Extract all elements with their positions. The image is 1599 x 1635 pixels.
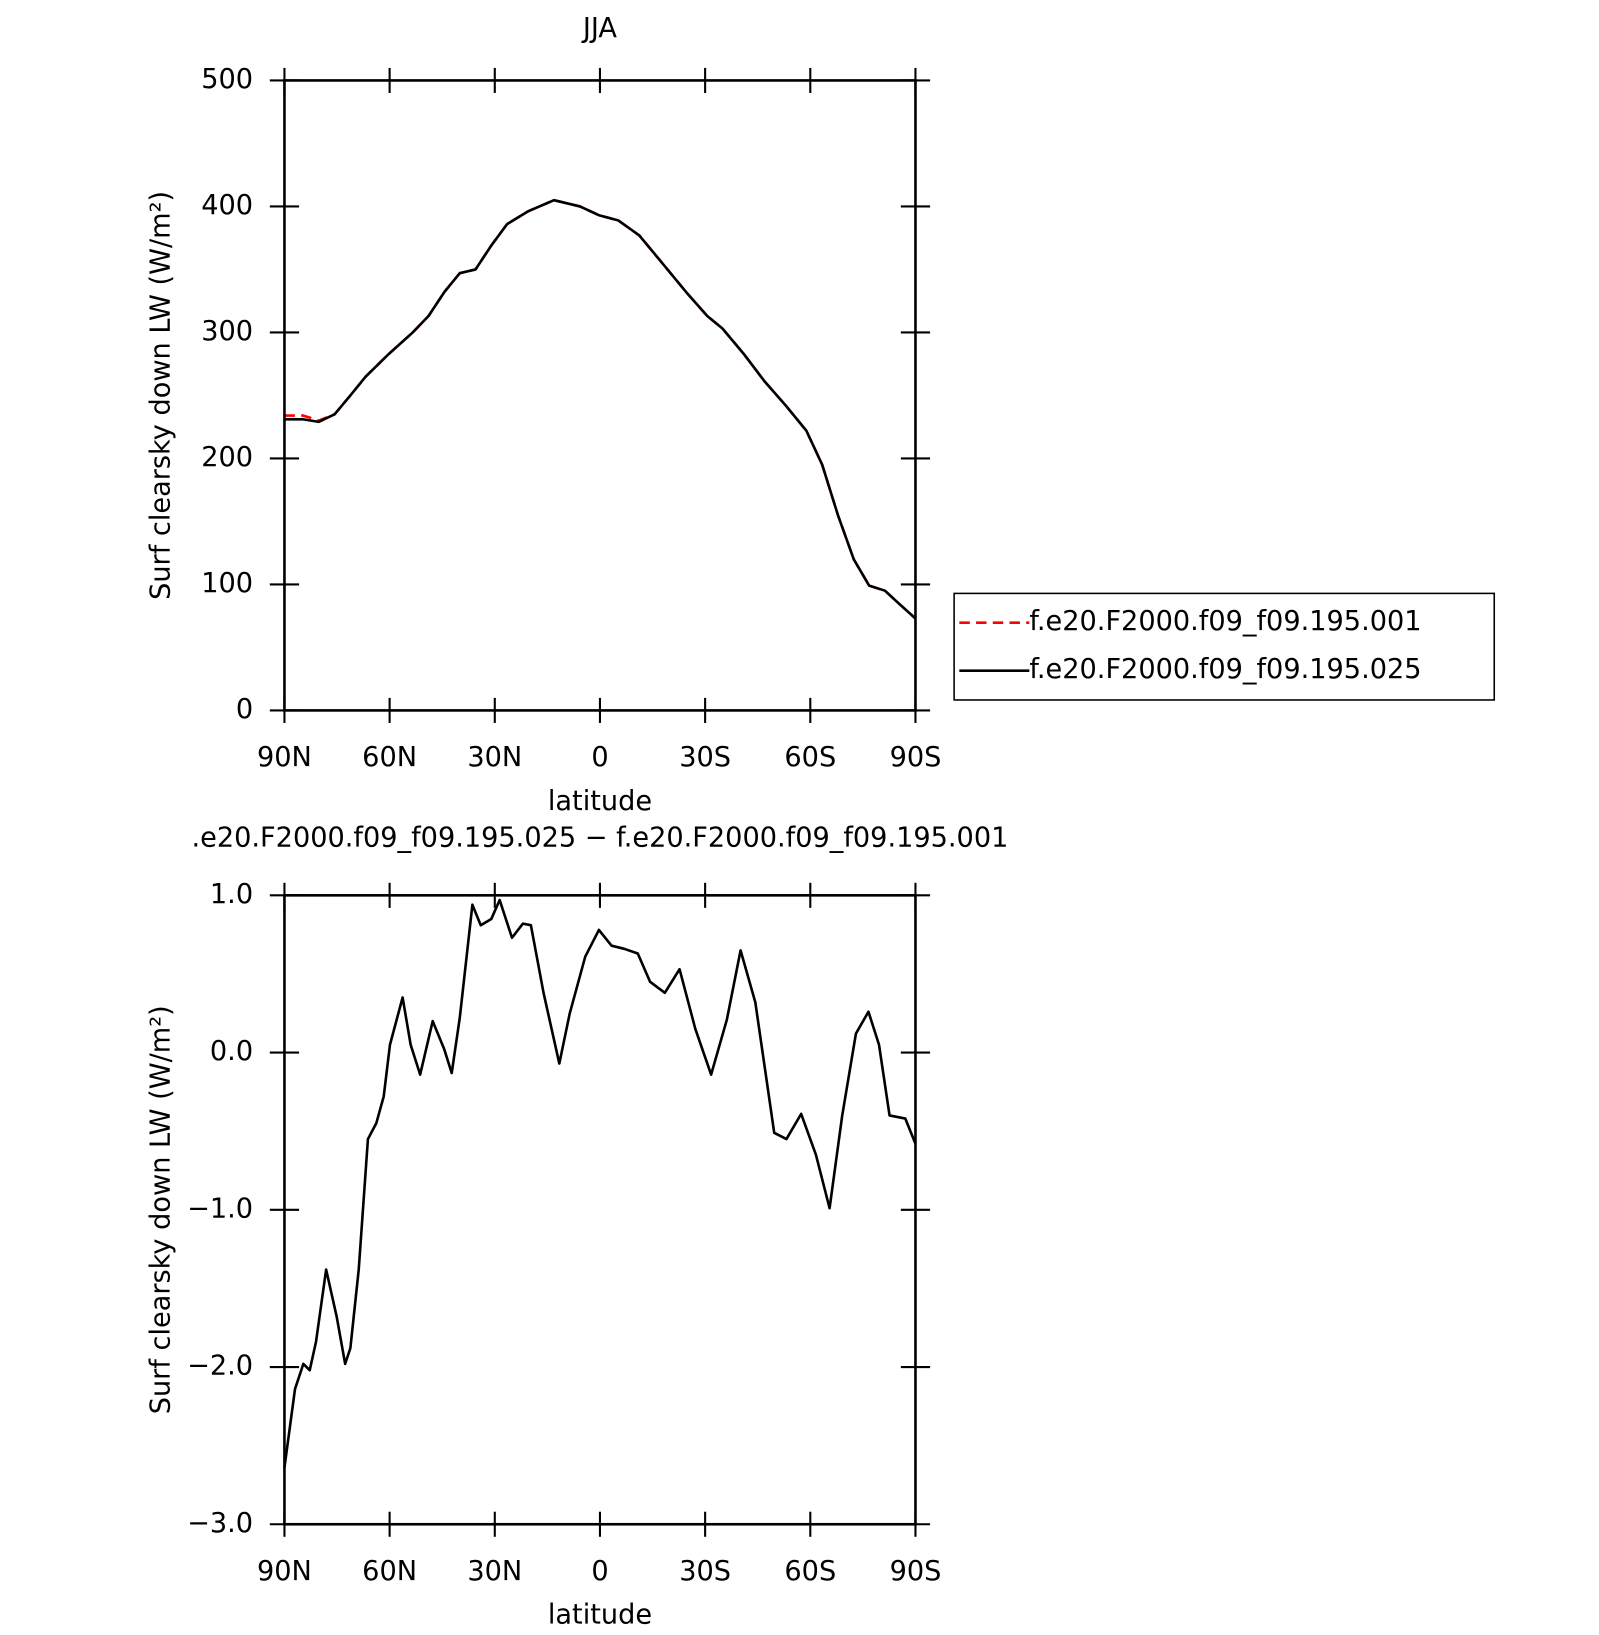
y-tick-label: 0.0 (210, 1036, 253, 1067)
chart-title: JJA (581, 13, 618, 44)
x-tick-label: 0 (591, 1556, 608, 1587)
y-tick-label: 1.0 (210, 879, 253, 910)
x-tick-label: 90S (890, 742, 942, 773)
y-tick-label: 100 (201, 568, 253, 599)
x-tick-label: 60N (362, 1556, 417, 1587)
x-tick-label: 60S (784, 742, 836, 773)
y-tick-label: 400 (201, 190, 253, 221)
y-axis-label: Surf clearsky down LW (W/m²) (146, 191, 177, 600)
x-tick-label: 90N (257, 1556, 312, 1587)
legend-label: f.e20.F2000.f09_f09.195.025 (1029, 654, 1421, 685)
y-tick-label: 200 (201, 442, 253, 473)
plot-frame (283, 894, 917, 1526)
x-tick-label: 30N (467, 1556, 522, 1587)
y-axis-label: Surf clearsky down LW (W/m²) (146, 1005, 177, 1414)
y-tick-label: −3.0 (187, 1508, 253, 1539)
x-axis-label: latitude (548, 786, 652, 817)
y-tick-label: −2.0 (187, 1351, 253, 1382)
x-tick-label: 60N (362, 742, 417, 773)
series-line (284, 198, 917, 620)
y-tick-label: 300 (201, 316, 253, 347)
y-tick-label: 0 (236, 694, 253, 725)
x-tick-label: 90S (890, 1556, 942, 1587)
x-axis-label: latitude (548, 1600, 652, 1631)
series-line (284, 198, 917, 620)
legend-box (953, 592, 1496, 701)
plot-frame (283, 79, 917, 712)
x-tick-label: 30N (467, 742, 522, 773)
x-tick-label: 30S (679, 1556, 731, 1587)
chart-title: .e20.F2000.f09_f09.195.025 − f.e20.F2000… (192, 822, 1009, 853)
legend-label: f.e20.F2000.f09_f09.195.001 (1029, 606, 1421, 637)
y-tick-label: −1.0 (187, 1193, 253, 1224)
x-tick-label: 60S (784, 1556, 836, 1587)
y-tick-label: 500 (201, 64, 253, 95)
x-tick-label: 90N (257, 742, 312, 773)
x-tick-label: 0 (591, 742, 608, 773)
series-line (283, 898, 917, 1468)
x-tick-label: 30S (679, 742, 731, 773)
